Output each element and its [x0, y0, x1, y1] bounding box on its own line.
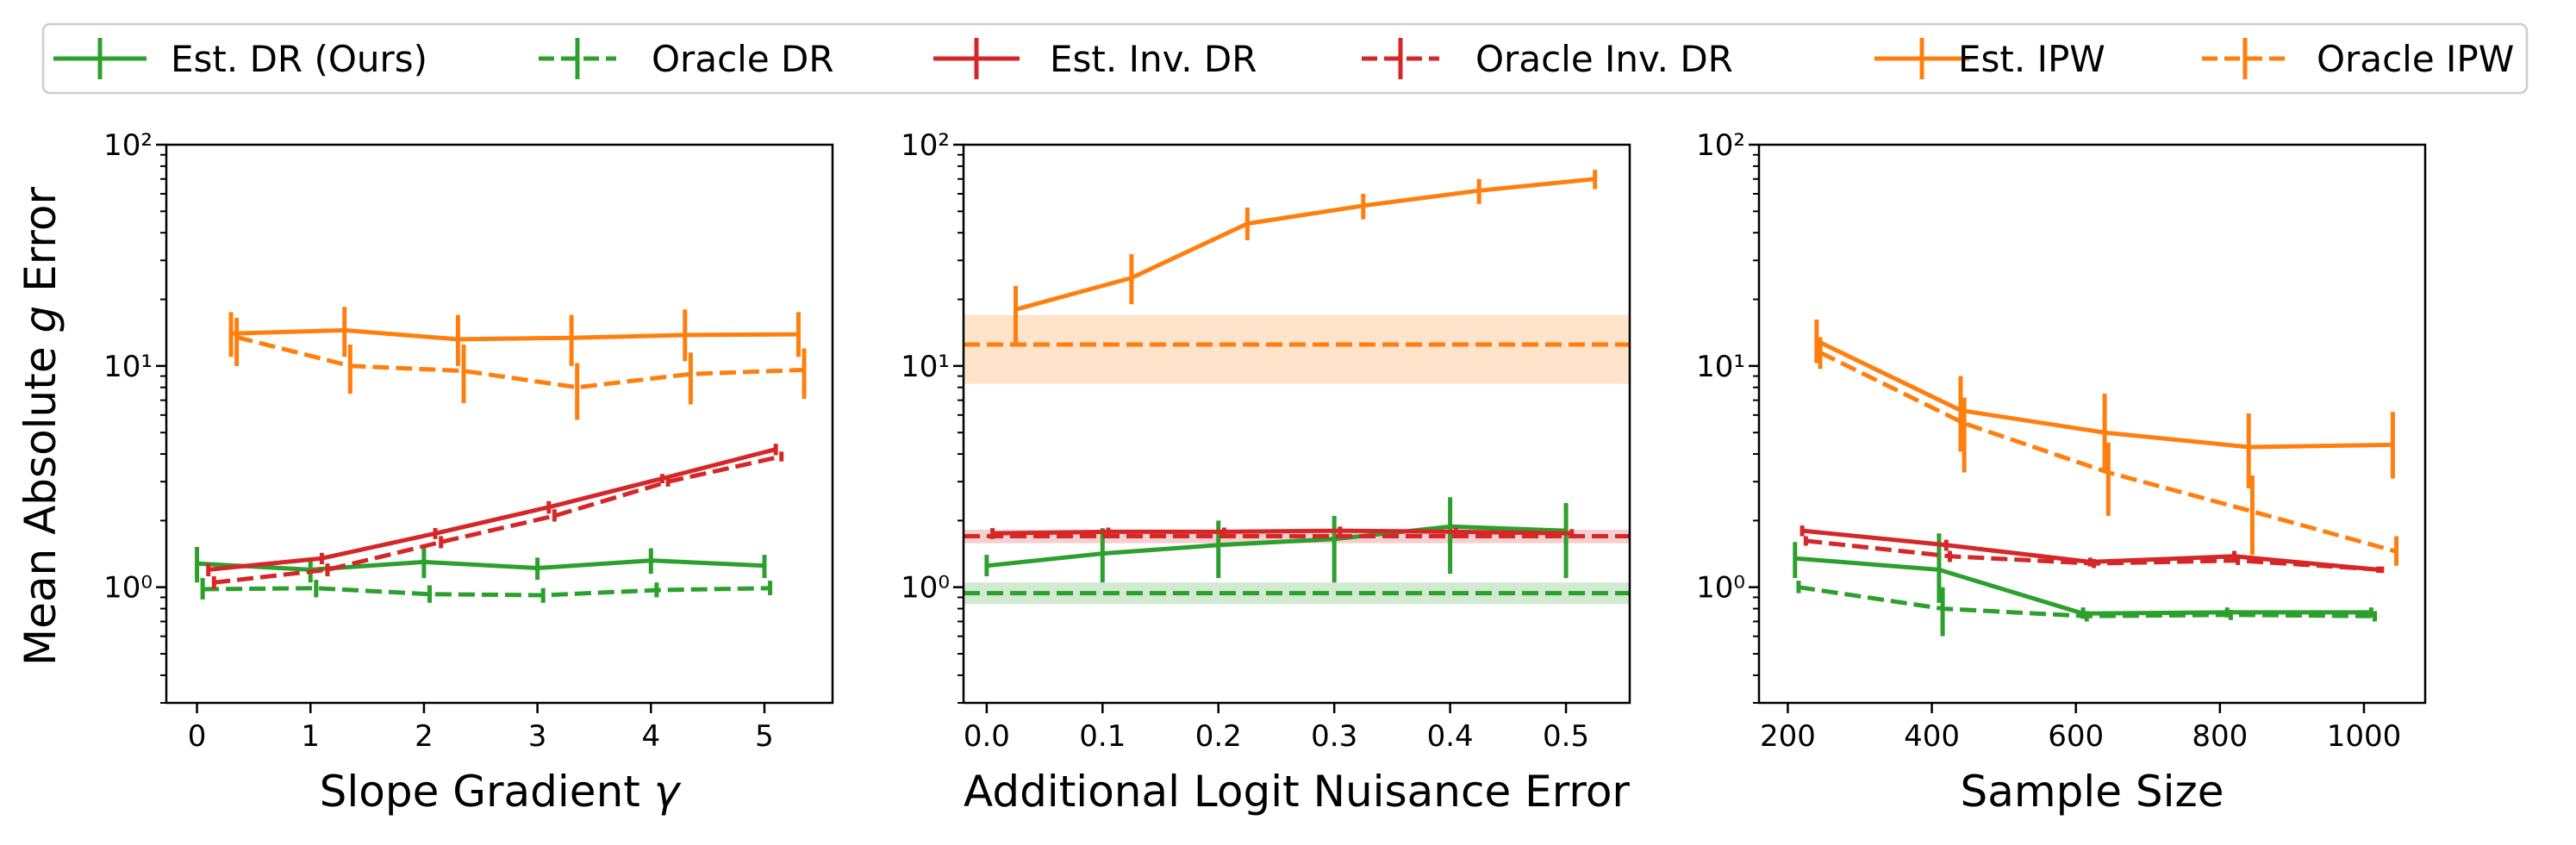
panel-sample-size-y-tick-label: 10²: [1696, 128, 1745, 163]
panel-logit-error-x-axis-title: Additional Logit Nuisance Error: [964, 767, 1630, 817]
panel-sample-size-x-tick-label: 400: [1904, 719, 1960, 754]
panel-slope-y-tick-label: 10⁰: [103, 571, 153, 606]
panel-logit-error-plot-area: [964, 170, 1630, 596]
legend-entry-oracle-inv-dr: Oracle Inv. DR: [1362, 38, 1733, 80]
panel-slope-x-tick-label: 5: [755, 719, 774, 754]
panel-logit-error-x-tick-label: 0.1: [1079, 719, 1126, 754]
panel-slope-series-oracle-ipw-line: [235, 334, 805, 390]
panel-sample-size-axes-frame: [1757, 143, 2427, 705]
legend-label-oracle-dr: Oracle DR: [652, 38, 834, 80]
panel-logit-error-x-tick-label: 0.5: [1543, 719, 1589, 754]
panel-logit-error-y-tick-label: 10⁰: [901, 571, 950, 606]
legend: Est. DR (Ours) Oracle DR Est. Inv. DR Or…: [41, 22, 2529, 95]
panel-logit-error-x-tick-label: 0.4: [1427, 719, 1474, 754]
panel-sample-size-y-tick-label: 10¹: [1696, 350, 1745, 384]
panel-logit-error: 0.0 0.1 0.2 0.3 0.4 0.5 10⁰ 10¹ 10² Additional Lo…: [901, 128, 1631, 817]
panel-slope-x-tick-label: 4: [641, 719, 660, 754]
panel-sample-size-x-tick-label: 1000: [2327, 719, 2402, 754]
panel-sample-size-y-tick-label: 10⁰: [1696, 571, 1745, 606]
panel-sample-size-x-tick-label: 800: [2192, 719, 2248, 754]
panel-slope-x-tick-label: 1: [301, 719, 320, 754]
panel-slope-x-tick-label: 3: [528, 719, 547, 754]
panel-sample-size-x-tick-label: 200: [1760, 719, 1816, 754]
panel-slope-y-tick-label: 10¹: [103, 350, 153, 384]
panel-sample-size-plot-area: [1793, 320, 2399, 637]
panel-slope-axes-frame: [165, 143, 834, 705]
legend-label-est-ipw: Est. IPW: [1958, 38, 2105, 80]
panel-sample-size-x-tick-label: 600: [2048, 719, 2104, 754]
panel-logit-error-x-tick-label: 0.3: [1311, 719, 1357, 754]
y-axis-title: Mean Absolute g Error: [16, 187, 65, 667]
panel-logit-error-series-est-dr-ours-line: [986, 524, 1567, 569]
panel-logit-error-series-est-ipw-line: [1014, 177, 1595, 312]
panel-slope-series-est-ipw-line: [231, 327, 799, 342]
legend-frame: [41, 22, 2529, 95]
panel-logit-error-series-est-inv-dr-line: [992, 528, 1572, 536]
legend-label-est-inv-dr: Est. Inv. DR: [1050, 38, 1257, 80]
panel-logit-error-x-tick-label: 0.0: [964, 719, 1010, 754]
panel-slope-y-tick-label: 10²: [103, 128, 153, 163]
panel-logit-error-y-tick-label: 10²: [901, 128, 950, 163]
panel-slope-x-axis-title: Slope Gradient γ: [320, 767, 682, 817]
panel-logit-error-x-tick-label: 0.2: [1195, 719, 1242, 754]
panel-sample-size: 200 400 600 800 1000 10⁰ 10¹ 10² Sample Size: [1696, 128, 2427, 817]
panel-logit-error-axes-frame: [962, 143, 1631, 705]
panel-slope-series-oracle-dr-line: [203, 586, 770, 598]
panel-slope-series-est-dr-ours-line: [196, 558, 765, 572]
legend-entry-oracle-dr: Oracle DR: [539, 38, 834, 80]
panel-sample-size-x-axis-title: Sample Size: [1960, 767, 2224, 817]
panel-slope: 0 1 2 3 4 5 10⁰ 10¹ 10² Slope Gradient γ: [103, 128, 834, 817]
legend-entry-est-ipw: Est. IPW: [1874, 38, 2105, 80]
legend-label-oracle-ipw: Oracle IPW: [2317, 38, 2514, 80]
legend-label-est-dr: Est. DR (Ours): [171, 38, 427, 80]
legend-entry-oracle-ipw: Oracle IPW: [2202, 38, 2514, 80]
panel-slope-x-tick-label: 0: [188, 719, 207, 754]
panel-logit-error-y-tick-label: 10¹: [901, 350, 950, 384]
legend-entry-est-inv-dr: Est. Inv. DR: [933, 38, 1257, 80]
panel-slope-plot-area: [195, 307, 807, 603]
panel-slope-series-est-inv-dr-line: [208, 447, 777, 572]
panel-sample-size-series-est-dr-ours-line: [1794, 556, 2372, 616]
panel-logit-error-band-oracle-ipw: [964, 314, 1630, 384]
panel-slope-series-oracle-inv-dr-line: [214, 454, 783, 585]
legend-label-oracle-inv-dr: Oracle Inv. DR: [1475, 38, 1733, 80]
legend-entry-est-dr: Est. DR (Ours): [53, 38, 427, 80]
panel-slope-x-tick-label: 2: [415, 719, 433, 754]
